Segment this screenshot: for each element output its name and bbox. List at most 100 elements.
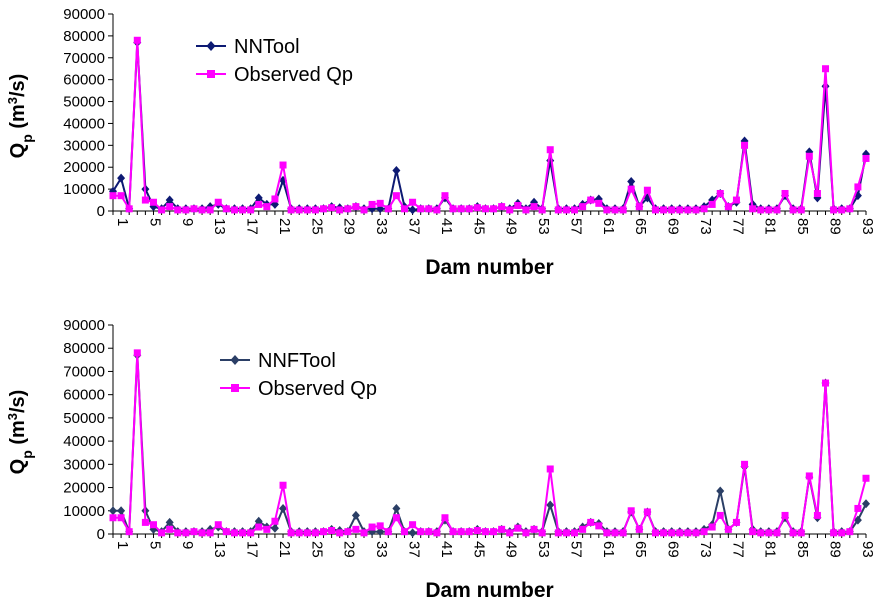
data-point-square [862, 154, 870, 162]
data-point-square [247, 206, 255, 214]
data-point-square [166, 525, 174, 533]
data-point-square [846, 205, 854, 213]
data-point-square [109, 192, 117, 200]
data-point-square [490, 205, 498, 213]
y-axis-title-part: Q [7, 143, 29, 159]
data-point-square [741, 460, 749, 468]
data-point-square [190, 205, 198, 213]
data-point-square [587, 518, 595, 526]
data-point-square [627, 507, 635, 515]
x-tick-label: 61 [600, 218, 617, 235]
y-tick-label: 50000 [63, 94, 105, 111]
x-tick-label: 9 [179, 218, 196, 226]
x-tick-label: 17 [244, 218, 261, 235]
data-point-square [619, 529, 627, 537]
data-point-square [303, 529, 311, 537]
data-point-square [522, 529, 530, 537]
x-tick-label: 57 [567, 541, 584, 558]
data-point-square [239, 529, 247, 537]
x-tick-label: 93 [859, 541, 874, 558]
data-point-square [789, 529, 797, 537]
data-point-square [838, 529, 846, 537]
series-line-model [113, 355, 867, 534]
legend-marker-square [231, 384, 239, 392]
data-point-square [279, 161, 287, 169]
data-point-square [481, 528, 489, 536]
data-point-square [651, 206, 659, 214]
data-point-square [773, 529, 781, 537]
data-point-square [854, 504, 862, 512]
data-point-square [271, 195, 279, 203]
x-tick-label: 53 [535, 218, 552, 235]
x-tick-label: 5 [146, 541, 163, 549]
data-point-square [611, 206, 619, 214]
data-point-square [838, 206, 846, 214]
data-point-square [190, 528, 198, 536]
data-point-diamond [109, 506, 117, 516]
data-point-square [271, 517, 279, 525]
data-point-square [141, 518, 149, 526]
data-point-square [538, 529, 546, 537]
data-point-square [376, 522, 384, 530]
y-tick-label: 90000 [63, 6, 105, 23]
data-point-square [514, 202, 522, 210]
y-tick-label: 40000 [63, 433, 105, 450]
data-point-square [579, 203, 587, 211]
data-point-diamond [279, 503, 288, 513]
x-tick-label: 41 [438, 218, 455, 235]
y-tick-label: 30000 [63, 456, 105, 473]
data-point-square [344, 528, 352, 536]
data-point-square [822, 379, 830, 387]
data-point-square [287, 529, 295, 537]
data-point-square [352, 203, 360, 211]
data-point-square [797, 206, 805, 214]
data-point-square [441, 192, 449, 200]
x-tick-label: 49 [503, 541, 520, 558]
x-tick-label: 89 [827, 218, 844, 235]
nntool-chart: 0 10000 20000 30000 40000 50000 60000 70000 8000… [5, 6, 874, 279]
data-point-diamond [716, 486, 725, 496]
x-axis-title: Dam number [425, 256, 553, 279]
y-tick-label: 90000 [63, 317, 105, 334]
data-point-square [708, 200, 716, 208]
data-point-square [635, 525, 643, 533]
data-point-square [182, 529, 190, 537]
data-point-square [579, 525, 587, 533]
data-point-square [676, 529, 684, 537]
legend-label: NNTool [234, 36, 300, 58]
data-point-square [149, 198, 157, 206]
data-point-square [384, 528, 392, 536]
data-point-square [328, 527, 336, 535]
data-point-square [846, 528, 854, 536]
data-point-square [376, 199, 384, 207]
data-point-square [571, 529, 579, 537]
data-point-square [287, 206, 295, 214]
data-point-square [506, 529, 514, 537]
data-point-square [708, 523, 716, 531]
data-point-square [125, 205, 133, 213]
data-point-square [206, 206, 214, 214]
data-point-square [198, 529, 206, 537]
data-point-square [320, 528, 328, 536]
data-point-square [530, 203, 538, 211]
data-point-square [619, 206, 627, 214]
data-point-square [425, 205, 433, 213]
y-axis-title-part: p [19, 450, 35, 459]
data-point-square [449, 205, 457, 213]
x-tick-label: 45 [470, 218, 487, 235]
data-point-square [700, 205, 708, 213]
data-point-square [757, 529, 765, 537]
data-point-square [230, 529, 238, 537]
data-point-square [498, 203, 506, 211]
series-line-model [112, 42, 867, 211]
legend-label: Observed Qp [234, 64, 353, 86]
data-point-square [546, 146, 554, 154]
legend-label: Observed Qp [258, 378, 377, 400]
x-tick-label: 1 [114, 541, 131, 549]
data-point-square [311, 206, 319, 214]
data-point-square [117, 514, 125, 522]
x-tick-label: 77 [729, 541, 746, 558]
data-point-square [692, 206, 700, 214]
y-axis-title-part: /s) [7, 390, 29, 413]
y-tick-label: 50000 [63, 410, 105, 427]
